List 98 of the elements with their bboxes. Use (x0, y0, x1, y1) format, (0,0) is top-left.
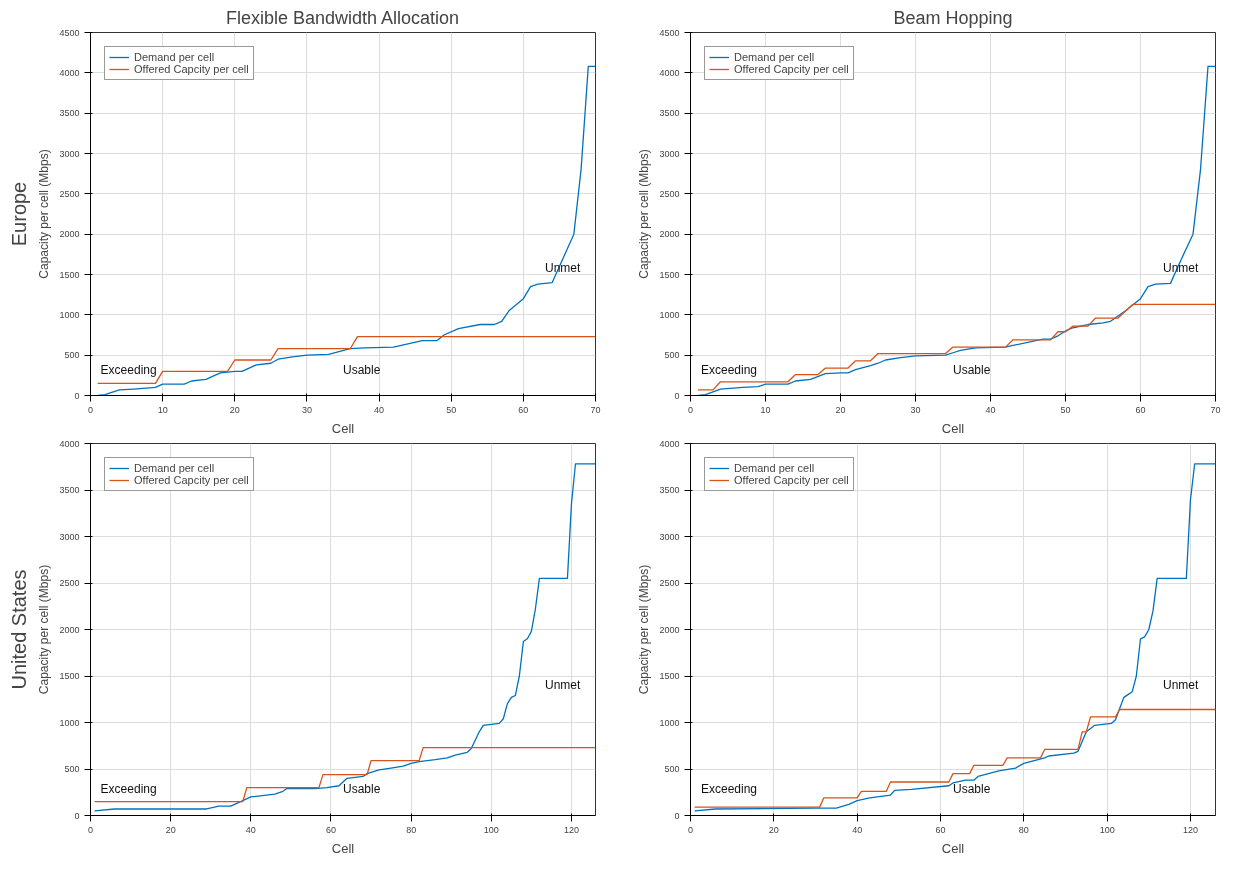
y-tick-label: 3500 (659, 108, 680, 119)
x-tick-label: 100 (1099, 824, 1115, 835)
y-tick-label: 2500 (59, 578, 80, 588)
x-axis-title: Cell (941, 420, 965, 436)
x-axis-title: Cell (331, 420, 355, 436)
y-tick-label: 2000 (59, 229, 80, 240)
x-tick-label: 10 (157, 404, 168, 415)
legend-label: Offered Capcity per cell (134, 474, 249, 486)
y-tick-label: 500 (64, 764, 80, 774)
y-tick-label: 3000 (659, 148, 680, 159)
y-tick-label: 3000 (659, 531, 680, 542)
y-tick-label: 500 (664, 350, 680, 361)
y-tick-label: 2500 (659, 578, 680, 588)
x-tick-label: 30 (301, 404, 312, 415)
legend-label: Demand per cell (134, 462, 215, 474)
text: United States (7, 569, 30, 690)
y-tick-label: 1000 (59, 717, 80, 728)
y-tick-label: 3500 (59, 485, 80, 495)
y-tick-label: 0 (674, 810, 680, 821)
legend-label: Demand per cell (734, 51, 815, 63)
legend-label: Offered Capcity per cell (734, 474, 849, 486)
x-tick-label: 120 (1182, 824, 1199, 835)
y-axis-title: Capacity per cell (Mbps) (637, 564, 652, 695)
y-tick-label: 2000 (59, 624, 80, 635)
x-tick-label: 60 (935, 824, 946, 835)
y-tick-label: 3500 (59, 108, 80, 119)
y-tick-label: 2000 (659, 229, 680, 240)
x-tick-label: 30 (910, 404, 921, 415)
legend-label: Demand per cell (734, 462, 815, 474)
x-tick-label: 60 (1135, 404, 1146, 415)
y-tick-label: 0 (74, 390, 80, 401)
y-tick-label: 4500 (659, 27, 680, 38)
y-tick-label: 4000 (659, 67, 680, 78)
legend-label: Offered Capcity per cell (134, 63, 249, 75)
text: Europe (7, 181, 30, 247)
y-axis-title: Capacity per cell (Mbps) (37, 149, 52, 279)
y-tick-label: 2500 (59, 188, 80, 199)
annotation: Unmet (545, 678, 582, 693)
x-tick-label: 60 (518, 404, 529, 415)
y-tick-label: 4000 (659, 438, 680, 449)
y-tick-label: 4000 (59, 67, 80, 78)
legend-label: Demand per cell (134, 51, 215, 63)
y-tick-label: 1000 (59, 309, 80, 320)
x-axis-title: Cell (331, 840, 355, 856)
x-tick-label: 70 (590, 404, 601, 415)
x-tick-label: 120 (563, 824, 579, 835)
annotation: Exceeding (100, 363, 157, 378)
x-tick-label: 40 (245, 824, 256, 835)
x-tick-label: 50 (446, 404, 457, 415)
y-tick-label: 500 (664, 764, 680, 774)
chart-title: Beam Hopping (893, 7, 1013, 28)
y-tick-label: 1000 (659, 717, 680, 728)
x-tick-label: 10 (760, 404, 771, 415)
y-tick-label: 3000 (59, 148, 80, 159)
y-tick-label: 0 (674, 390, 680, 401)
annotation: Exceeding (701, 782, 758, 797)
x-tick-label: 0 (688, 404, 694, 415)
legend-label: Offered Capcity per cell (734, 63, 849, 75)
y-tick-label: 3000 (59, 531, 80, 542)
annotation: Usable (343, 363, 381, 378)
y-tick-label: 4000 (59, 438, 80, 449)
y-tick-label: 4500 (59, 27, 80, 38)
x-tick-label: 40 (852, 824, 863, 835)
y-tick-label: 0 (74, 810, 80, 821)
x-tick-label: 0 (688, 824, 694, 835)
y-tick-label: 1500 (659, 671, 680, 681)
annotation: Usable (343, 782, 381, 797)
y-tick-label: 500 (64, 350, 80, 361)
x-tick-label: 20 (229, 404, 240, 415)
y-tick-label: 1000 (659, 309, 680, 320)
x-tick-label: 0 (88, 824, 94, 835)
annotation: Exceeding (100, 782, 157, 797)
y-axis-title: Capacity per cell (Mbps) (637, 149, 652, 279)
annotation: Unmet (1163, 678, 1200, 693)
y-tick-label: 2500 (659, 188, 680, 199)
x-tick-label: 20 (165, 824, 176, 835)
x-tick-label: 70 (1210, 404, 1221, 415)
y-axis-title: Capacity per cell (Mbps) (37, 564, 52, 695)
y-tick-label: 3500 (659, 485, 680, 495)
x-tick-label: 100 (483, 824, 499, 835)
chart-title: Flexible Bandwidth Allocation (225, 7, 460, 28)
x-tick-label: 20 (835, 404, 846, 415)
annotation: Usable (953, 782, 991, 797)
x-tick-label: 20 (768, 824, 779, 835)
annotation: Usable (953, 363, 991, 378)
x-tick-label: 60 (325, 824, 336, 835)
x-tick-label: 0 (88, 404, 94, 415)
x-tick-label: 80 (1018, 824, 1029, 835)
y-tick-label: 1500 (659, 269, 680, 280)
x-axis-title: Cell (941, 840, 965, 856)
annotation: Exceeding (701, 363, 758, 378)
y-tick-label: 1500 (59, 269, 80, 280)
y-tick-label: 1500 (59, 671, 80, 681)
y-tick-label: 2000 (659, 624, 680, 635)
x-tick-label: 40 (374, 404, 385, 415)
x-tick-label: 40 (985, 404, 996, 415)
x-tick-label: 80 (406, 824, 417, 835)
x-tick-label: 50 (1060, 404, 1071, 415)
